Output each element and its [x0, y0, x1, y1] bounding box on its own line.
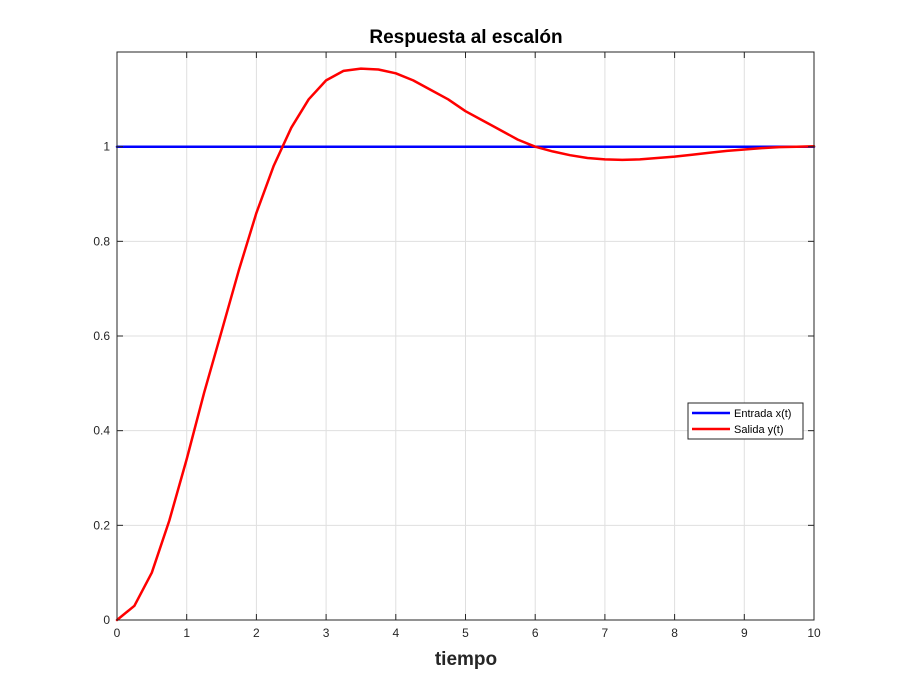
x-tick-label: 3: [323, 626, 330, 640]
y-tick-label: 1: [103, 140, 110, 154]
x-tick-label: 9: [741, 626, 748, 640]
x-tick-label: 6: [532, 626, 539, 640]
legend-label-salida: Salida y(t): [734, 424, 784, 436]
x-tick-label: 4: [392, 626, 399, 640]
legend-box: [687, 402, 804, 440]
axis-ticks: 0 1 2 3 4 5 6 7 8 9 10 0 0.2 0.4 0.6 0.8 1: [93, 52, 821, 640]
chart-title: Respuesta al escalón: [369, 27, 562, 48]
x-tick-label: 8: [671, 626, 678, 640]
y-tick-label: 0.4: [93, 424, 110, 438]
series-line-salida: [115, 67, 816, 622]
x-tick-label: 0: [114, 626, 121, 640]
x-tick-label: 7: [602, 626, 609, 640]
x-tick-label: 1: [183, 626, 190, 640]
x-tick-label: 2: [253, 626, 260, 640]
series-lines: [115, 67, 816, 622]
x-tick-label: 5: [462, 626, 469, 640]
x-axis-label: tiempo: [435, 649, 497, 670]
legend-label-entrada: Entrada x(t): [734, 408, 791, 420]
y-tick-label: 0: [103, 613, 110, 627]
legend: Entrada x(t) Salida y(t): [687, 402, 804, 440]
y-tick-label: 0.2: [93, 518, 110, 532]
x-tick-label: 10: [807, 626, 821, 640]
y-tick-label: 0.8: [93, 234, 110, 248]
y-tick-label: 0.6: [93, 329, 110, 343]
